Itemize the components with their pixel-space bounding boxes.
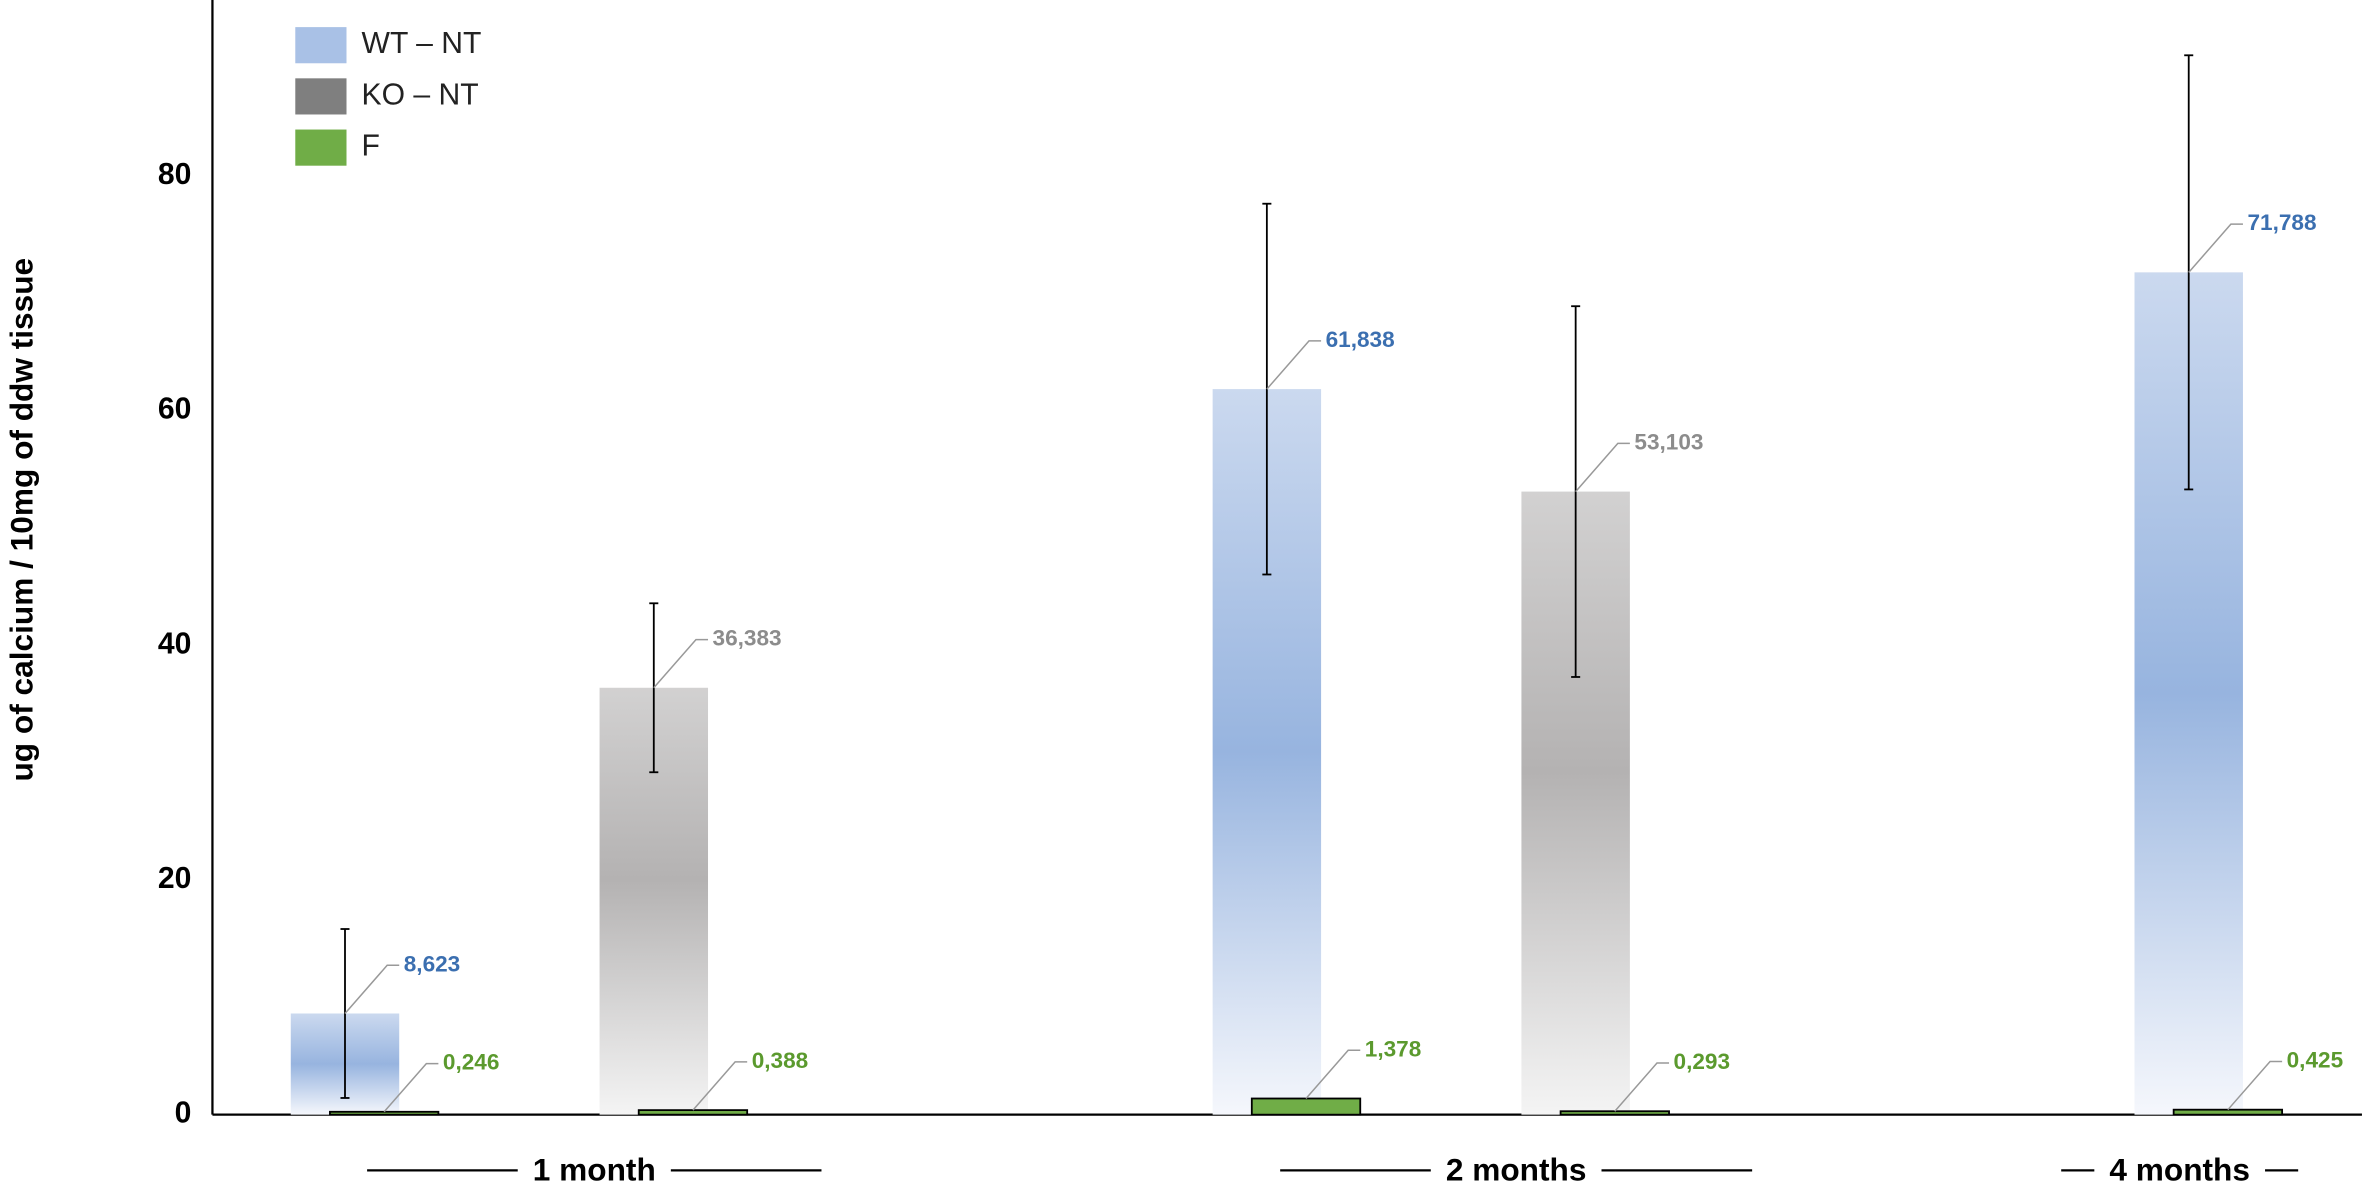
data-label: 61,838 xyxy=(1326,327,1395,352)
bar xyxy=(1250,1097,1362,1116)
legend-label: F xyxy=(362,130,380,163)
leader-line xyxy=(2188,223,2243,273)
data-label: 1,378 xyxy=(1365,1036,1422,1061)
legend-swatch xyxy=(295,27,347,64)
y-tick-label: 40 xyxy=(158,627,192,660)
legend-swatch xyxy=(295,78,347,115)
legend-label: KO – NT xyxy=(362,78,479,111)
leader-line xyxy=(653,638,709,689)
legend-swatch xyxy=(295,129,347,166)
y-axis-title: ug of calcium / 10mg of ddw tissue xyxy=(4,258,40,782)
bar xyxy=(2172,1108,2284,1116)
leader-line xyxy=(2227,1060,2283,1111)
x-tick-label: 2 months xyxy=(1446,1151,1587,1187)
bar xyxy=(329,1110,440,1116)
legend-label: WT – NT xyxy=(362,27,482,60)
leader-line xyxy=(1575,442,1630,493)
leader-line xyxy=(383,1062,439,1113)
bar xyxy=(637,1109,749,1116)
leader-line xyxy=(1266,340,1322,390)
leader-line xyxy=(1305,1049,1361,1099)
data-label: 36,383 xyxy=(713,626,782,651)
data-label: 0,425 xyxy=(2287,1047,2344,1072)
y-tick-label: 0 xyxy=(175,1097,192,1130)
leader-line xyxy=(692,1061,748,1111)
leader-line xyxy=(344,964,400,1014)
data-label: 71,788 xyxy=(2247,210,2316,235)
bar xyxy=(1559,1110,1670,1116)
x-tick-label: 1 month xyxy=(533,1151,656,1187)
data-label: 0,388 xyxy=(752,1048,809,1073)
data-label: 0,293 xyxy=(1674,1049,1731,1074)
y-tick-label: 80 xyxy=(158,158,192,191)
y-tick-label: 60 xyxy=(158,393,192,426)
leader-line xyxy=(1614,1062,1670,1112)
y-tick-label: 20 xyxy=(158,862,192,895)
x-tick-label: 4 months xyxy=(2109,1151,2250,1187)
data-label: 53,103 xyxy=(1634,429,1703,454)
data-label: 0,246 xyxy=(443,1050,500,1075)
data-label: 8,623 xyxy=(404,951,461,976)
